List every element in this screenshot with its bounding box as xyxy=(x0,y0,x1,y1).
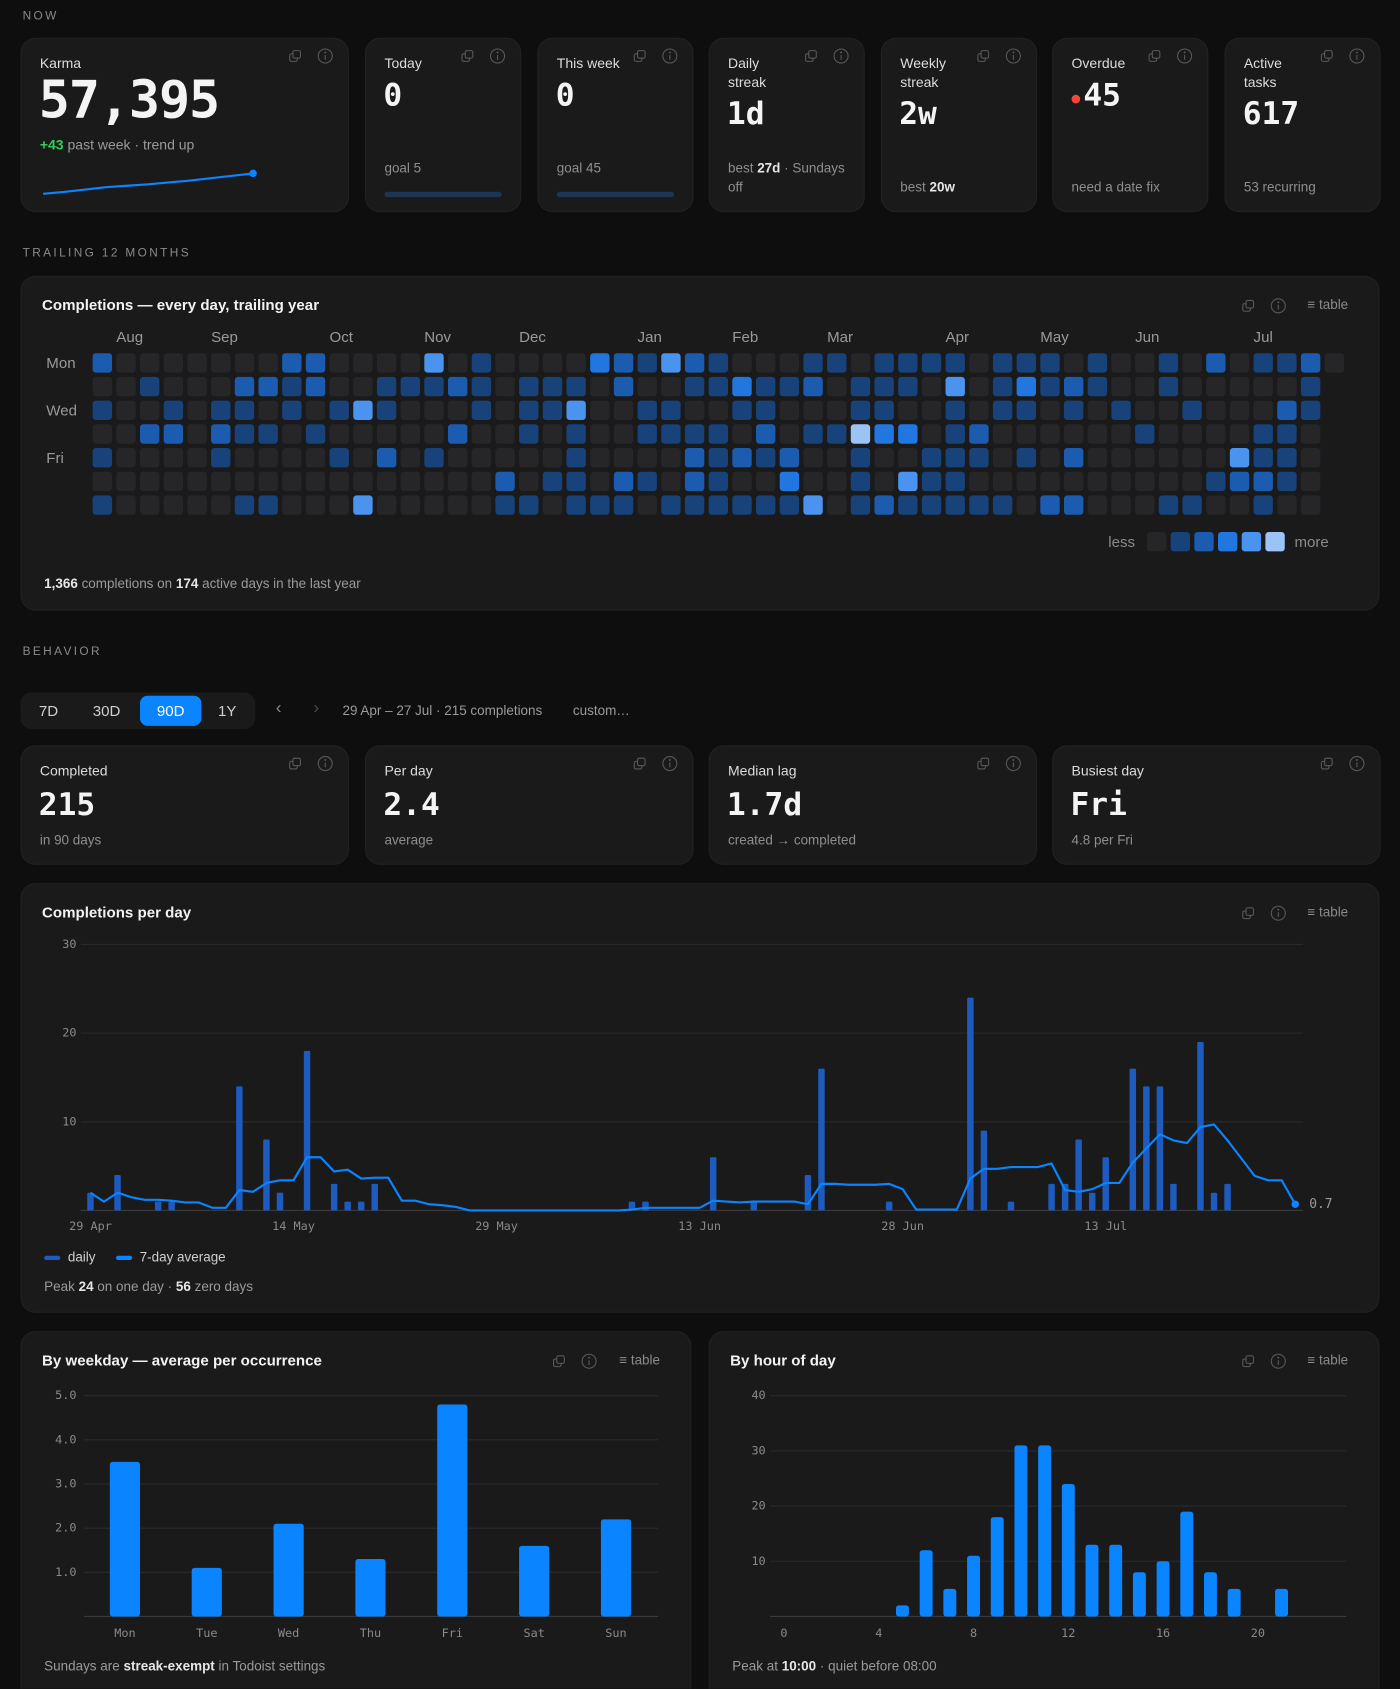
card xyxy=(880,37,1038,213)
card xyxy=(537,37,694,213)
note: +43 past week · trend up xyxy=(40,137,195,153)
card xyxy=(1224,37,1381,213)
range-tab-active[interactable]: 90D xyxy=(139,695,202,726)
range-tab[interactable]: 1Y xyxy=(218,702,237,720)
note: 53 recurring xyxy=(1244,178,1361,197)
section-label: BEHAVIOR xyxy=(22,645,102,658)
range-summary: 29 Apr – 27 Jul · 215 completions xyxy=(342,703,543,719)
note-text: 53 recurring xyxy=(1243,179,1316,195)
range-tab[interactable]: 30D xyxy=(92,702,121,720)
kpi-label: Today xyxy=(384,54,422,72)
note-emphasis: +43 xyxy=(39,136,64,153)
note: 4.8 per Fri xyxy=(1072,832,1133,847)
note: Peak 24 on one day · 56 zero days xyxy=(44,1279,253,1294)
note-text: past week · trend up xyxy=(63,136,195,153)
note-text: goal 5 xyxy=(384,160,422,176)
kpi-label: Daily streak xyxy=(727,54,767,91)
kpi-value: 215 xyxy=(38,786,96,823)
chart-title: By hour of day xyxy=(730,1351,836,1369)
note-text: in 90 days xyxy=(39,832,102,848)
kpi-value: 1d xyxy=(726,94,765,132)
section-label: NOW xyxy=(22,9,59,23)
card xyxy=(20,275,1380,611)
note: Sundays are streak-exempt in Todoist set… xyxy=(44,1658,325,1673)
card xyxy=(1052,37,1209,213)
note-emphasis: 1,366 xyxy=(44,576,78,592)
note: 1,366 completions on 174 active days in … xyxy=(44,576,361,591)
note: goal 45 xyxy=(557,160,601,175)
kpi-value: 2.4 xyxy=(383,786,440,823)
table-button[interactable]: ≡ table xyxy=(619,1352,661,1368)
note-text: best xyxy=(900,179,930,195)
kpi-label: Karma xyxy=(39,54,82,72)
note: best 20w xyxy=(900,178,1017,197)
note: created → completed xyxy=(728,832,856,847)
note-text: need a date fix xyxy=(1071,179,1160,195)
kpi-label: Active tasks xyxy=(1243,54,1282,91)
note-text: created → completed xyxy=(727,832,856,848)
card xyxy=(708,37,865,213)
note-text: average xyxy=(384,832,434,848)
kpi-value: 57,395 xyxy=(38,69,220,131)
note-emphasis: 10:00 xyxy=(781,1658,817,1674)
kpi-label: Overdue xyxy=(1071,54,1126,72)
chart-title: Completions per day xyxy=(41,903,192,921)
note: Peak at 10:00 · quiet before 08:00 xyxy=(732,1658,936,1673)
note-text: Peak at xyxy=(732,1658,782,1674)
note-text: goal 45 xyxy=(556,160,601,176)
panel-title: Completions — every day, trailing year xyxy=(41,296,320,314)
card xyxy=(20,883,1380,1313)
note-emphasis: 24 xyxy=(78,1279,94,1295)
card xyxy=(365,37,522,213)
custom-button[interactable]: custom… xyxy=(572,703,630,719)
note-text: 4.8 per Fri xyxy=(1071,832,1133,848)
note-text: active days in the last year xyxy=(198,576,361,592)
kpi-label: Busiest day xyxy=(1071,762,1144,779)
kpi-value: 2w xyxy=(899,94,937,132)
kpi-value: 617 xyxy=(1242,94,1300,132)
note-text: zero days xyxy=(190,1279,253,1295)
table-button[interactable]: ≡ table xyxy=(1307,297,1349,313)
range-tabs xyxy=(20,692,256,730)
note-text: completions on xyxy=(77,576,176,592)
note: goal 5 xyxy=(384,160,421,175)
range-tab[interactable]: 7D xyxy=(38,702,59,720)
note-text: · quiet before 08:00 xyxy=(816,1658,937,1674)
kpi-label: This week xyxy=(556,54,620,72)
next-button[interactable]: › xyxy=(313,698,320,718)
kpi-value: 0 xyxy=(383,76,403,114)
kpi-label: Median lag xyxy=(727,762,797,779)
note-emphasis: 56 xyxy=(175,1279,191,1295)
kpi-value: 1.7d xyxy=(726,786,803,823)
card xyxy=(708,1331,1380,1689)
note: need a date fix xyxy=(1072,178,1189,197)
note: in 90 days xyxy=(40,832,101,847)
note-text: Peak xyxy=(44,1279,79,1295)
kpi-label: Weekly streak xyxy=(900,54,946,91)
note-emphasis: 174 xyxy=(175,576,199,592)
kpi-value: 0 xyxy=(555,76,575,114)
chart-title: By weekday — average per occurrence xyxy=(41,1351,322,1369)
card xyxy=(20,1331,692,1689)
section-label: TRAILING 12 MONTHS xyxy=(22,246,191,260)
table-button[interactable]: ≡ table xyxy=(1307,904,1349,920)
note-emphasis: 27d xyxy=(757,160,781,176)
note-text: · Sundays off xyxy=(727,160,845,195)
note-text: Sundays are xyxy=(44,1658,124,1674)
note-emphasis: streak-exempt xyxy=(123,1658,215,1674)
note-text: in Todoist settings xyxy=(214,1658,326,1674)
kpi-label: Completed xyxy=(39,762,108,779)
kpi-value: 45 xyxy=(1083,76,1121,114)
kpi-value: Fri xyxy=(1070,786,1127,823)
note-text: on one day · xyxy=(93,1279,176,1295)
note: average xyxy=(384,832,433,847)
note-emphasis: 20w xyxy=(929,179,955,195)
prev-button[interactable]: ‹ xyxy=(275,698,282,718)
kpi-label: Per day xyxy=(384,762,433,779)
table-button[interactable]: ≡ table xyxy=(1307,1352,1349,1368)
note: best 27d · Sundays off xyxy=(728,158,845,197)
note-text: best xyxy=(727,160,758,176)
